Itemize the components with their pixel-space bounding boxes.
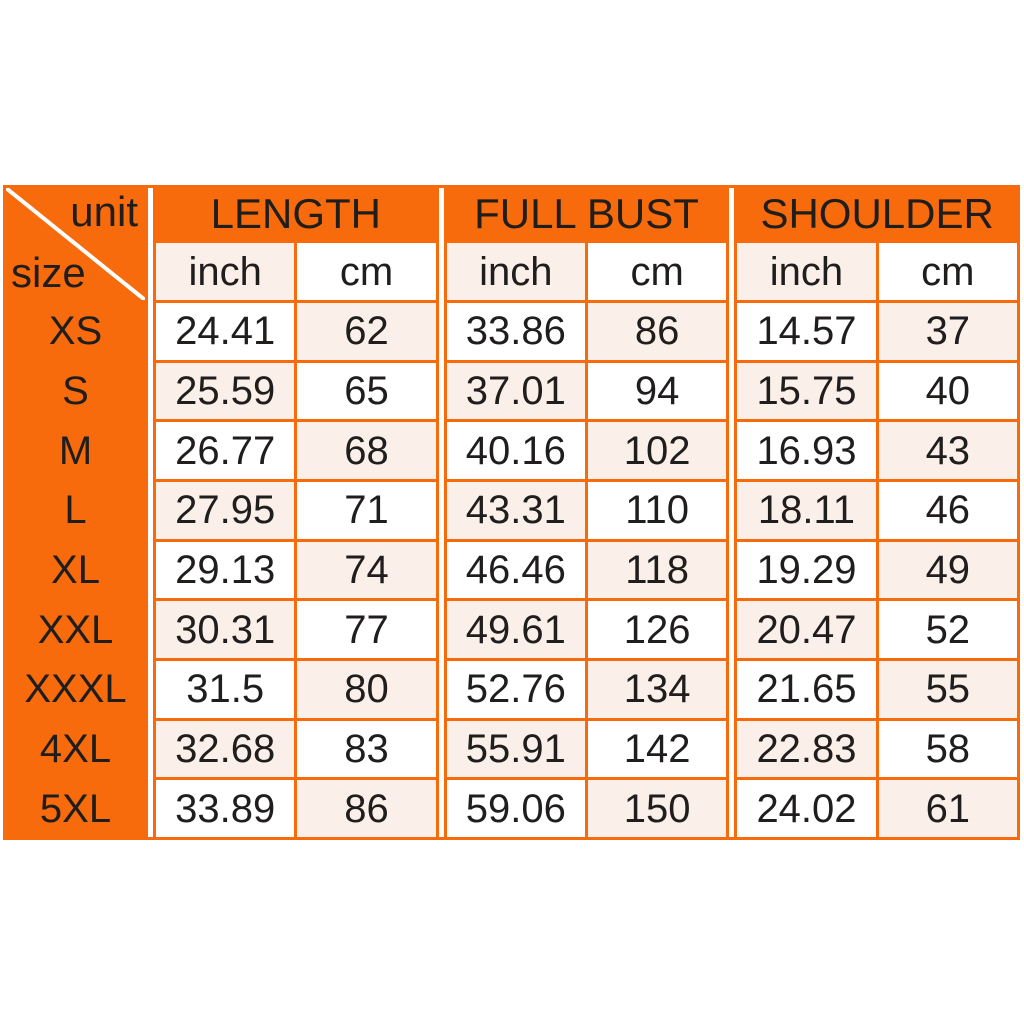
value-cell: 26.77 — [156, 422, 295, 479]
value-cell: 150 — [587, 780, 727, 837]
value-cell: 102 — [587, 422, 727, 479]
value-cell: 68 — [297, 422, 436, 479]
value-cell: 83 — [297, 720, 436, 778]
value-cell: 55 — [878, 661, 1017, 718]
value-cell: 55.91 — [446, 720, 585, 778]
value-cell: 52.76 — [446, 661, 585, 718]
group-divider — [148, 188, 153, 837]
value-cell: 21.65 — [737, 661, 876, 718]
size-row-label-m: M — [6, 422, 145, 479]
value-cell: 61 — [878, 780, 1017, 837]
value-cell: 33.86 — [446, 303, 585, 360]
group-divider — [729, 188, 735, 837]
value-cell: 14.57 — [737, 303, 876, 360]
value-cell: 19.29 — [737, 541, 876, 599]
value-cell: 25.59 — [156, 362, 295, 420]
value-cell: 24.02 — [737, 780, 876, 837]
unit-header-shoulder-cm: cm — [878, 243, 1017, 300]
value-cell: 142 — [587, 720, 727, 778]
size-row-label-s: S — [6, 362, 145, 420]
column-group-shoulder: SHOULDER — [737, 188, 1017, 240]
value-cell: 134 — [587, 661, 727, 718]
value-cell: 40 — [878, 362, 1017, 420]
value-cell: 37.01 — [446, 362, 585, 420]
unit-header-full-bust-cm: cm — [587, 243, 727, 300]
value-cell: 27.95 — [156, 482, 295, 539]
size-row-label-4xl: 4XL — [6, 720, 145, 778]
value-cell: 29.13 — [156, 541, 295, 599]
corner-unit-size-cell: unit size — [6, 188, 145, 300]
column-group-length: LENGTH — [156, 188, 436, 240]
unit-header-shoulder-inch: inch — [737, 243, 876, 300]
value-cell: 43 — [878, 422, 1017, 479]
size-row-label-xs: XS — [6, 303, 145, 360]
size-chart-table: unit size LENGTH FULL BUST SHOULDER inch… — [3, 185, 1020, 840]
value-cell: 71 — [297, 482, 436, 539]
group-divider — [438, 188, 444, 837]
value-cell: 31.5 — [156, 661, 295, 718]
size-row-label-5xl: 5XL — [6, 780, 145, 837]
corner-unit-label: unit — [70, 188, 138, 235]
value-cell: 65 — [297, 362, 436, 420]
value-cell: 118 — [587, 541, 727, 599]
value-cell: 49 — [878, 541, 1017, 599]
value-cell: 94 — [587, 362, 727, 420]
value-cell: 20.47 — [737, 601, 876, 658]
unit-header-length-inch: inch — [156, 243, 295, 300]
value-cell: 62 — [297, 303, 436, 360]
column-group-full-bust: FULL BUST — [446, 188, 727, 240]
value-cell: 22.83 — [737, 720, 876, 778]
value-cell: 58 — [878, 720, 1017, 778]
value-cell: 59.06 — [446, 780, 585, 837]
value-cell: 40.16 — [446, 422, 585, 479]
unit-header-length-cm: cm — [297, 243, 436, 300]
size-row-label-xl: XL — [6, 541, 145, 599]
value-cell: 37 — [878, 303, 1017, 360]
value-cell: 86 — [587, 303, 727, 360]
unit-header-full-bust-inch: inch — [446, 243, 585, 300]
size-row-label-xxxl: XXXL — [6, 661, 145, 718]
value-cell: 86 — [297, 780, 436, 837]
value-cell: 32.68 — [156, 720, 295, 778]
value-cell: 77 — [297, 601, 436, 658]
value-cell: 24.41 — [156, 303, 295, 360]
diagonal-divider-line — [6, 188, 145, 300]
value-cell: 126 — [587, 601, 727, 658]
value-cell: 46 — [878, 482, 1017, 539]
value-cell: 33.89 — [156, 780, 295, 837]
value-cell: 52 — [878, 601, 1017, 658]
value-cell: 74 — [297, 541, 436, 599]
value-cell: 43.31 — [446, 482, 585, 539]
value-cell: 18.11 — [737, 482, 876, 539]
value-cell: 49.61 — [446, 601, 585, 658]
size-row-label-xxl: XXL — [6, 601, 145, 658]
value-cell: 16.93 — [737, 422, 876, 479]
value-cell: 15.75 — [737, 362, 876, 420]
value-cell: 80 — [297, 661, 436, 718]
value-cell: 110 — [587, 482, 727, 539]
value-cell: 46.46 — [446, 541, 585, 599]
corner-size-label: size — [11, 249, 86, 296]
value-cell: 30.31 — [156, 601, 295, 658]
size-row-label-l: L — [6, 482, 145, 539]
